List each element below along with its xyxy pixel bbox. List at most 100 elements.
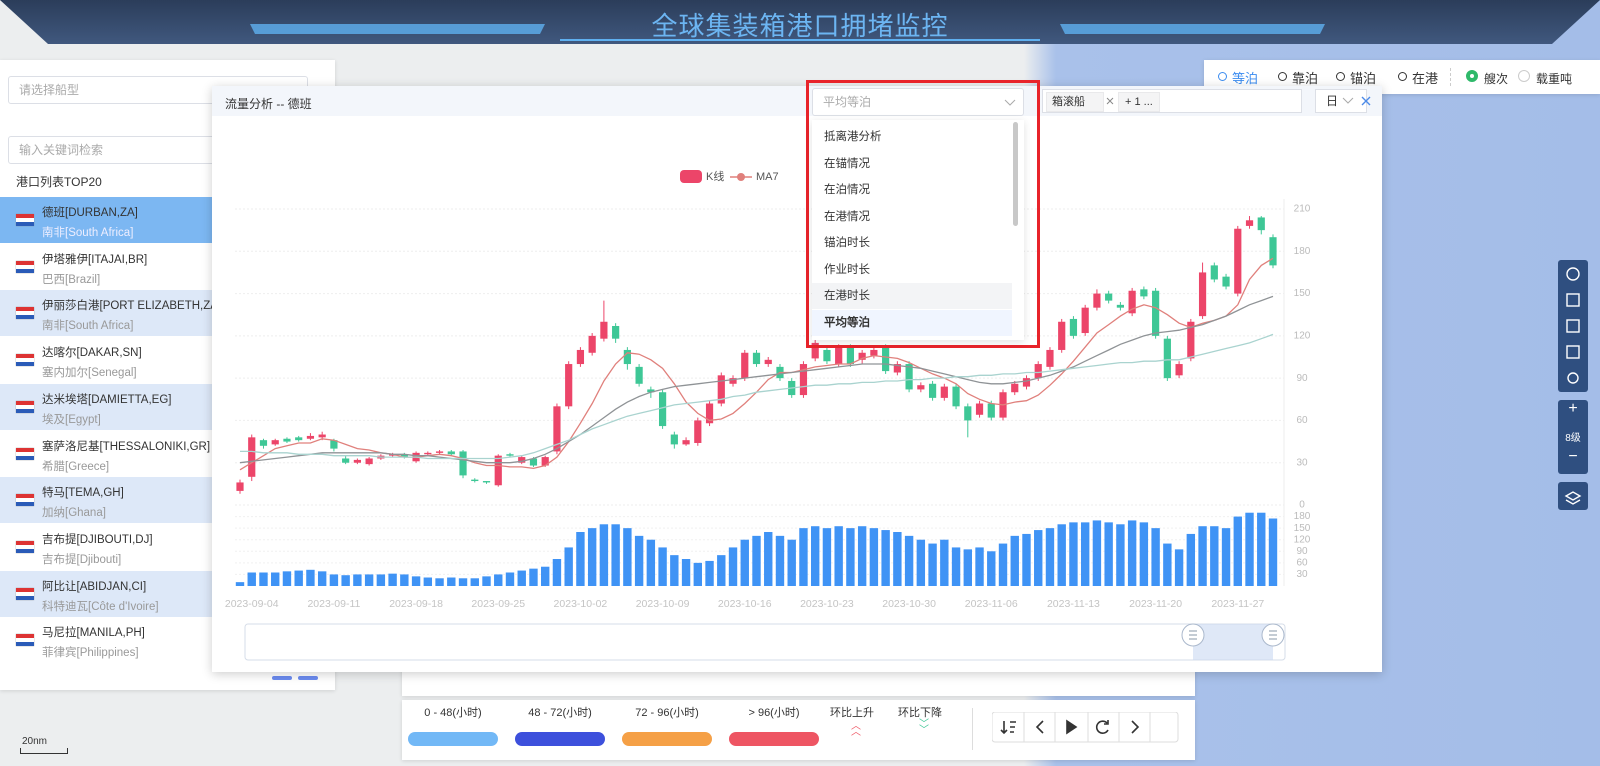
volume-tick-label: 120 — [1294, 534, 1311, 545]
pager-dot[interactable] — [272, 676, 292, 680]
zoom-group[interactable] — [1558, 400, 1588, 474]
dropdown-option[interactable]: 在港时长 — [812, 283, 1012, 309]
legend-panel: 0 - 48(小时) 48 - 72(小时) 72 - 96(小时) > 96(小时)… — [402, 700, 1195, 760]
volume-bar — [1045, 528, 1055, 586]
candle-body — [612, 325, 620, 339]
range-swatch[interactable] — [515, 732, 605, 746]
candle-body — [424, 452, 432, 455]
dropdown-option[interactable]: 作业时长 — [824, 263, 870, 276]
dropdown-option[interactable]: 在泊情况 — [824, 184, 870, 196]
metric-caret — [1004, 99, 1016, 106]
x-tick-label: 2023-11-27 — [1211, 598, 1264, 610]
candle-body — [1187, 321, 1195, 359]
pager-dot[interactable] — [298, 676, 318, 680]
zoom-in[interactable]: + — [1568, 400, 1578, 417]
volume-bar — [1186, 533, 1196, 586]
candle-body — [271, 440, 279, 445]
range-label: 72 - 96(小时) — [635, 707, 699, 719]
candle-body — [1234, 228, 1242, 294]
port-country: 吉布提[Djibouti] — [42, 553, 122, 566]
volume-tick-label: 30 — [1296, 569, 1308, 580]
x-tick-label: 2023-11-20 — [1129, 598, 1182, 610]
tag-close[interactable] — [1106, 97, 1114, 105]
status-icon — [1278, 72, 1287, 81]
volume-bar — [1034, 530, 1043, 586]
port-name: 特马[TEMA,GH] — [42, 487, 124, 500]
zoom-out[interactable]: − — [1568, 448, 1578, 465]
volume-bar — [1257, 512, 1266, 586]
candle-body — [893, 364, 901, 373]
volume-bar — [787, 539, 796, 586]
volume-bar — [505, 572, 515, 586]
ma-line — [239, 295, 1274, 464]
unit-label[interactable]: 艘次 — [1484, 72, 1509, 86]
layers-button[interactable] — [1558, 482, 1588, 510]
range-label: 48 - 72(小时) — [528, 707, 592, 719]
status-tab[interactable]: 锚泊 — [1350, 71, 1377, 86]
candle-body — [705, 403, 714, 424]
volume-bar — [482, 576, 491, 586]
candle-body — [353, 459, 361, 463]
volume-bar — [1092, 520, 1102, 586]
loop-button[interactable] — [1095, 720, 1109, 734]
status-tab[interactable]: 在港 — [1412, 71, 1439, 86]
volume-bar — [810, 526, 820, 586]
period-select[interactable]: 日 — [1315, 89, 1367, 113]
zoom-slider — [244, 623, 1286, 661]
dropdown-option[interactable]: 在港情况 — [824, 210, 870, 223]
flag — [16, 354, 34, 367]
candle-body — [435, 451, 444, 453]
metric-select-box[interactable]: 平均等泊 — [812, 88, 1024, 116]
sort-button[interactable] — [1000, 721, 1016, 735]
play-controls — [992, 712, 1179, 743]
dropdown-option[interactable]: 平均等泊 — [812, 309, 1012, 336]
candle-body — [1116, 304, 1124, 308]
status-tab[interactable]: 等泊 — [1232, 71, 1259, 86]
port-name: 达米埃塔[DAMIETTA,EG] — [42, 393, 172, 406]
candle-body — [987, 403, 995, 418]
y-tick-label: 60 — [1296, 415, 1308, 426]
list-title: 港口列表TOP20 — [16, 175, 102, 189]
tag-more[interactable]: + 1 ... — [1118, 92, 1160, 112]
volume-bar — [846, 528, 855, 586]
dropdown-option[interactable]: 抵离港分析 — [824, 131, 882, 143]
dropdown-option[interactable]: 锚泊时长 — [824, 237, 870, 249]
flag — [16, 400, 34, 413]
range-swatch[interactable] — [729, 732, 819, 746]
volume-bar — [587, 528, 597, 586]
candle-body — [494, 455, 502, 486]
divider — [1450, 68, 1452, 86]
dropdown-option[interactable]: 在锚情况 — [824, 157, 870, 170]
range-swatch[interactable] — [622, 732, 712, 746]
tool-group[interactable] — [1558, 260, 1588, 392]
radio[interactable] — [1518, 70, 1530, 82]
volume-bar — [599, 524, 609, 586]
metric-select[interactable]: 平均等泊 — [812, 88, 1024, 116]
range-swatch[interactable] — [408, 732, 498, 746]
status-icon — [1398, 72, 1407, 81]
volume-bar — [564, 547, 573, 586]
unit-label[interactable]: 载重吨 — [1536, 72, 1573, 86]
volume-bar — [728, 547, 738, 586]
dropdown-menu: 抵离港分析在锚情况在泊情况在港情况锚泊时长作业时长在港时长 平均等泊 — [812, 120, 1024, 340]
volume-bar — [353, 574, 362, 586]
ma-line — [240, 333, 1274, 460]
volume-bar — [740, 539, 749, 586]
modal-close[interactable] — [1361, 96, 1371, 106]
tag[interactable]: 箱滚船 — [1046, 92, 1104, 112]
volume-bar — [658, 547, 667, 586]
volume-bar — [1010, 535, 1019, 586]
play-button[interactable] — [1066, 719, 1078, 735]
port-name: 吉布提[DJIBOUTI,DJ] — [42, 533, 153, 546]
candle-body — [964, 406, 972, 421]
status-tab[interactable]: 靠泊 — [1292, 71, 1319, 86]
y-tick-label: 180 — [1294, 246, 1311, 257]
radio[interactable] — [1466, 70, 1478, 82]
x-tick-label: 2023-09-11 — [307, 598, 360, 610]
next-button[interactable] — [1131, 720, 1140, 734]
volume-tick-label: 90 — [1296, 546, 1308, 557]
volume-bar — [869, 528, 879, 586]
prev-button[interactable] — [1035, 720, 1044, 734]
status-icon — [1336, 72, 1345, 81]
port-name: 塞萨洛尼基[THESSALONIKI,GR] — [42, 440, 211, 453]
